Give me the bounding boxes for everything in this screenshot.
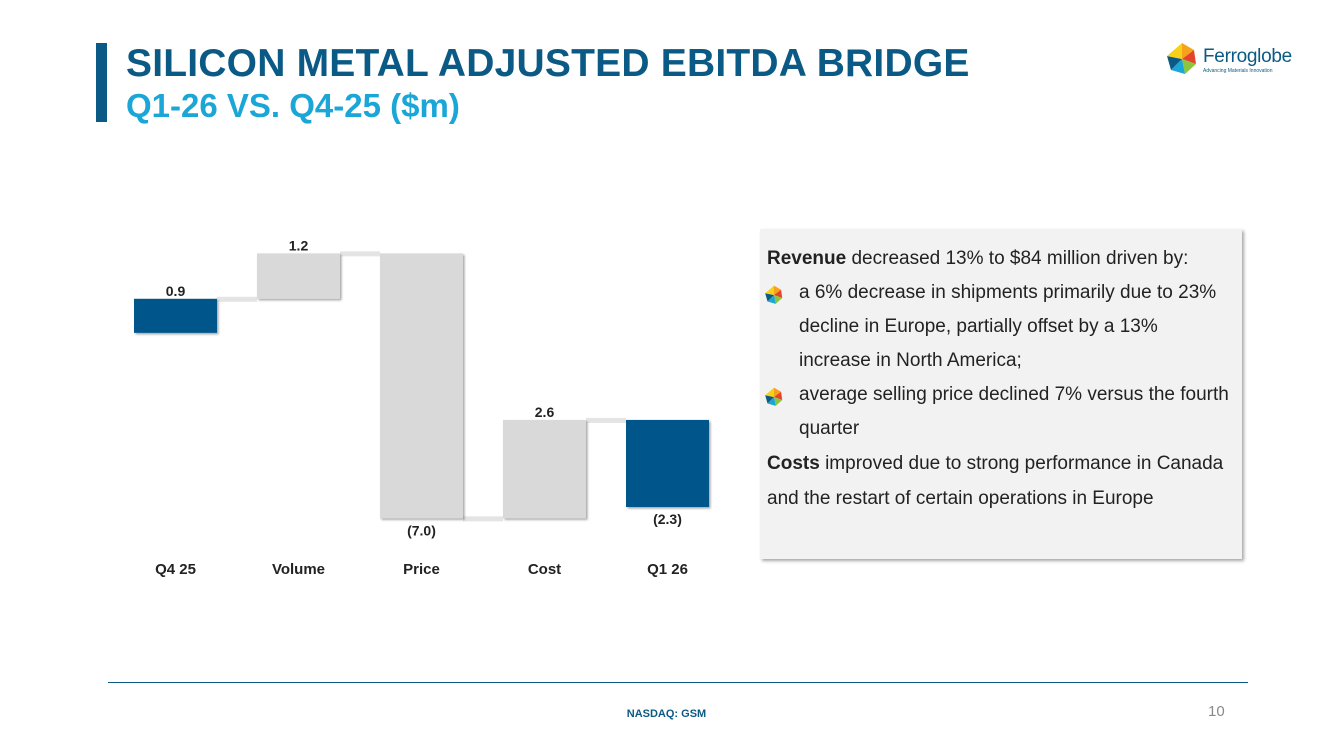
costs-heading: Costs	[767, 453, 820, 474]
costs-paragraph: Costs improved due to strong performance…	[767, 446, 1230, 516]
category-label: Q1 26	[647, 561, 688, 578]
value-label: 0.9	[166, 283, 186, 299]
page-number: 10	[1208, 703, 1225, 720]
ebitda-bridge-chart: 0.9 1.2 (7.0) 2.6 (2.3) Q4 25 Volume Price Cost…	[134, 237, 709, 578]
company-logo: Ferroglobe Advancing Materials Innovatio…	[1165, 42, 1300, 78]
value-label: 1.2	[289, 237, 309, 253]
logo-tagline: Advancing Materials Innovation	[1203, 68, 1273, 74]
bullet-item: a 6% decrease in shipments primarily due…	[765, 276, 1230, 378]
connector-line	[586, 417, 626, 423]
value-label: (7.0)	[407, 522, 436, 538]
revenue-text: decreased 13% to $84 million driven by:	[846, 248, 1189, 269]
commentary-box: Revenue decreased 13% to $84 million dri…	[760, 229, 1242, 559]
waterfall-bars	[134, 253, 709, 519]
category-axis-labels: Q4 25 Volume Price Cost Q1 26	[155, 561, 688, 578]
connector-line	[340, 251, 380, 257]
title-accent-bar	[96, 43, 107, 122]
value-label: (2.3)	[653, 511, 682, 527]
logo-wordmark: Ferroglobe	[1203, 46, 1292, 67]
category-label: Q4 25	[155, 561, 196, 578]
bar-volume	[257, 253, 340, 299]
bullet-text: a 6% decrease in shipments primarily due…	[799, 282, 1217, 371]
category-label: Price	[403, 561, 440, 578]
footer-divider	[108, 682, 1248, 683]
bar-price	[380, 253, 463, 519]
bar-cost	[503, 419, 586, 519]
category-label: Volume	[272, 561, 325, 578]
waterfall-value-labels: 0.9 1.2 (7.0) 2.6 (2.3)	[166, 237, 682, 538]
revenue-paragraph: Revenue decreased 13% to $84 million dri…	[767, 241, 1230, 276]
connector-line	[463, 516, 503, 522]
bar-q1-26	[626, 419, 709, 507]
footer-ticker: NASDAQ: GSM	[626, 708, 707, 720]
revenue-heading: Revenue	[767, 248, 847, 269]
waterfall-connectors	[217, 251, 626, 522]
connector-line	[217, 296, 257, 302]
bar-q4-25	[134, 298, 217, 333]
costs-text: improved due to strong performance in Ca…	[767, 453, 1224, 509]
globe-bullet-icon	[765, 285, 783, 304]
page-title: SILICON METAL ADJUSTED EBITDA BRIDGE	[126, 42, 970, 85]
bullet-item: average selling price declined 7% versus…	[765, 378, 1230, 446]
globe-bullet-icon	[765, 387, 783, 406]
page-subtitle: Q1-26 VS. Q4-25 ($m)	[126, 87, 460, 124]
ferroglobe-logo-icon	[1167, 43, 1196, 74]
bullet-text: average selling price declined 7% versus…	[799, 384, 1229, 439]
value-label: 2.6	[535, 404, 555, 420]
category-label: Cost	[528, 561, 561, 578]
